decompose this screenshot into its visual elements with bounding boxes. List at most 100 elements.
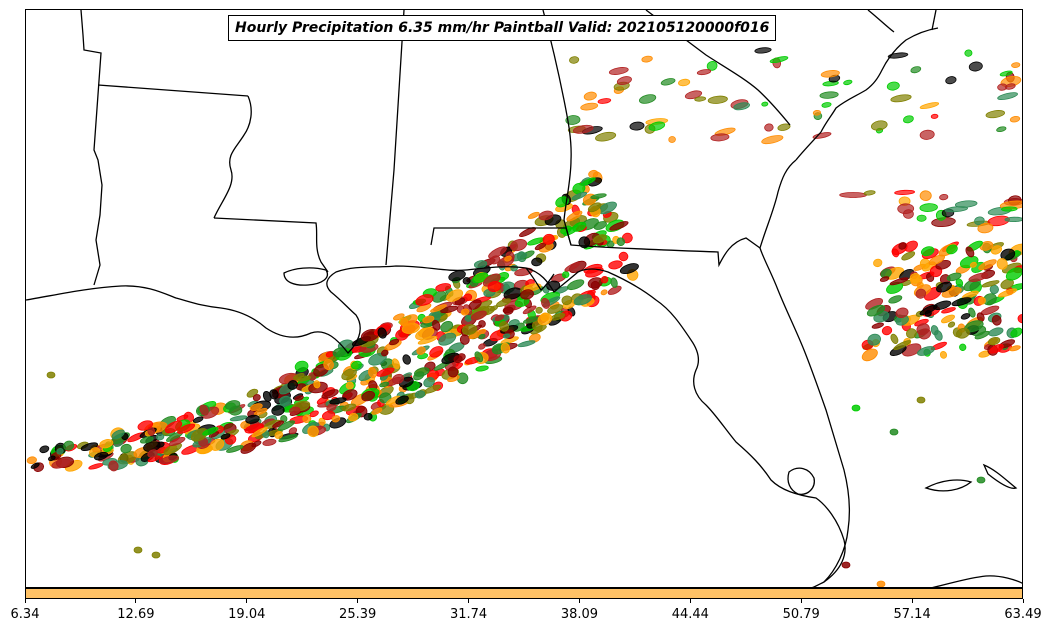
precip-blob (430, 304, 447, 313)
precip-blob (668, 136, 676, 143)
precip-blob (572, 221, 587, 232)
precip-blob (572, 124, 594, 134)
precip-blob (581, 177, 596, 186)
precip-blob (944, 206, 968, 213)
precip-blob (51, 458, 71, 469)
precip-blob (440, 321, 454, 333)
precip-blob (199, 404, 209, 416)
colorbar-tick (578, 599, 580, 603)
precip-blob (289, 406, 301, 415)
precip-blob (504, 255, 512, 262)
virginia-border (931, 10, 937, 31)
precip-blob (245, 414, 260, 424)
precip-blob (361, 390, 376, 402)
precip-blob (997, 92, 1018, 100)
precip-blob (843, 79, 853, 86)
precip-blob (961, 290, 979, 299)
precip-blob (542, 233, 555, 245)
gulf-coastline-west (26, 265, 846, 587)
north-carolina-border (867, 10, 895, 33)
colorbar-tick-label: 12.69 (117, 607, 155, 622)
precip-blob (368, 367, 377, 379)
precip-blob (527, 211, 540, 219)
precip-blob (468, 299, 482, 310)
precip-blob (1004, 216, 1022, 223)
precip-blob (916, 323, 930, 336)
precip-blob (332, 347, 348, 358)
precip-blob (710, 133, 730, 142)
paintball-precipitation-layer (26, 47, 1022, 587)
precip-blob (706, 61, 718, 71)
precip-blob (478, 333, 486, 340)
precip-blob (696, 69, 712, 76)
precip-blob (684, 90, 703, 100)
precip-blob (253, 407, 268, 416)
precip-blob (917, 346, 935, 356)
precip-blob (30, 462, 40, 469)
precip-blob (608, 67, 629, 75)
map-canvas (26, 10, 1022, 587)
precip-blob (546, 280, 561, 291)
precip-blob (447, 366, 459, 378)
precip-blob (886, 81, 900, 91)
precip-blob (987, 336, 1001, 346)
precip-blob (863, 190, 876, 196)
precip-blob (901, 251, 916, 261)
colorbar-tick-label: 57.14 (893, 607, 931, 622)
precip-blob (978, 259, 997, 271)
precip-blob (936, 281, 952, 293)
precip-blob (566, 210, 583, 222)
precip-blob (991, 315, 1002, 326)
precip-blob (381, 349, 389, 357)
precip-blob (514, 297, 530, 308)
precip-blob (607, 285, 622, 295)
precip-blob (888, 295, 903, 304)
lake-okeechobee-outline (787, 467, 815, 495)
precip-blob (288, 427, 298, 435)
precip-blob (520, 289, 534, 300)
precip-blob (432, 319, 441, 331)
precip-blob (1000, 248, 1016, 261)
precip-blob (893, 340, 911, 351)
precip-blob (293, 372, 305, 380)
precip-blob (1000, 278, 1014, 290)
precip-blob (578, 236, 591, 249)
precip-blob (889, 277, 909, 286)
precip-blob (252, 394, 261, 402)
precip-blob (226, 445, 244, 453)
precip-blob (470, 310, 487, 321)
precip-blob (761, 101, 769, 107)
precip-blob (861, 348, 878, 362)
precip-blob (871, 322, 884, 329)
precip-blob (977, 296, 986, 305)
precip-blob (94, 451, 109, 461)
precip-blob (976, 476, 986, 484)
precip-blob (866, 304, 886, 317)
precip-blob (287, 380, 298, 390)
arkansas-louisiana-border (97, 84, 249, 97)
precip-blob (678, 78, 691, 87)
precip-blob (277, 420, 296, 431)
precip-blob (1011, 62, 1021, 68)
precip-blob (890, 333, 899, 344)
precip-blob (461, 324, 478, 336)
alabama-georgia-border (542, 10, 572, 246)
precip-blob (272, 420, 285, 429)
precip-blob (660, 78, 676, 86)
precip-blob (965, 246, 975, 258)
precip-blob (608, 260, 623, 270)
precip-blob (345, 381, 354, 390)
cuba-outline (932, 575, 1022, 587)
precip-blob (920, 246, 935, 257)
precip-blob (488, 246, 507, 259)
precip-blob (820, 70, 840, 78)
precip-blob (271, 405, 285, 416)
precip-blob (592, 234, 607, 244)
precip-blob (446, 289, 464, 302)
precip-blob (945, 76, 957, 85)
precip-blob (1005, 267, 1022, 281)
precip-blob (509, 239, 528, 252)
colorbar-tick-label: 63.49 (1004, 607, 1042, 622)
precip-blob (841, 561, 851, 569)
precip-blob (590, 193, 607, 200)
